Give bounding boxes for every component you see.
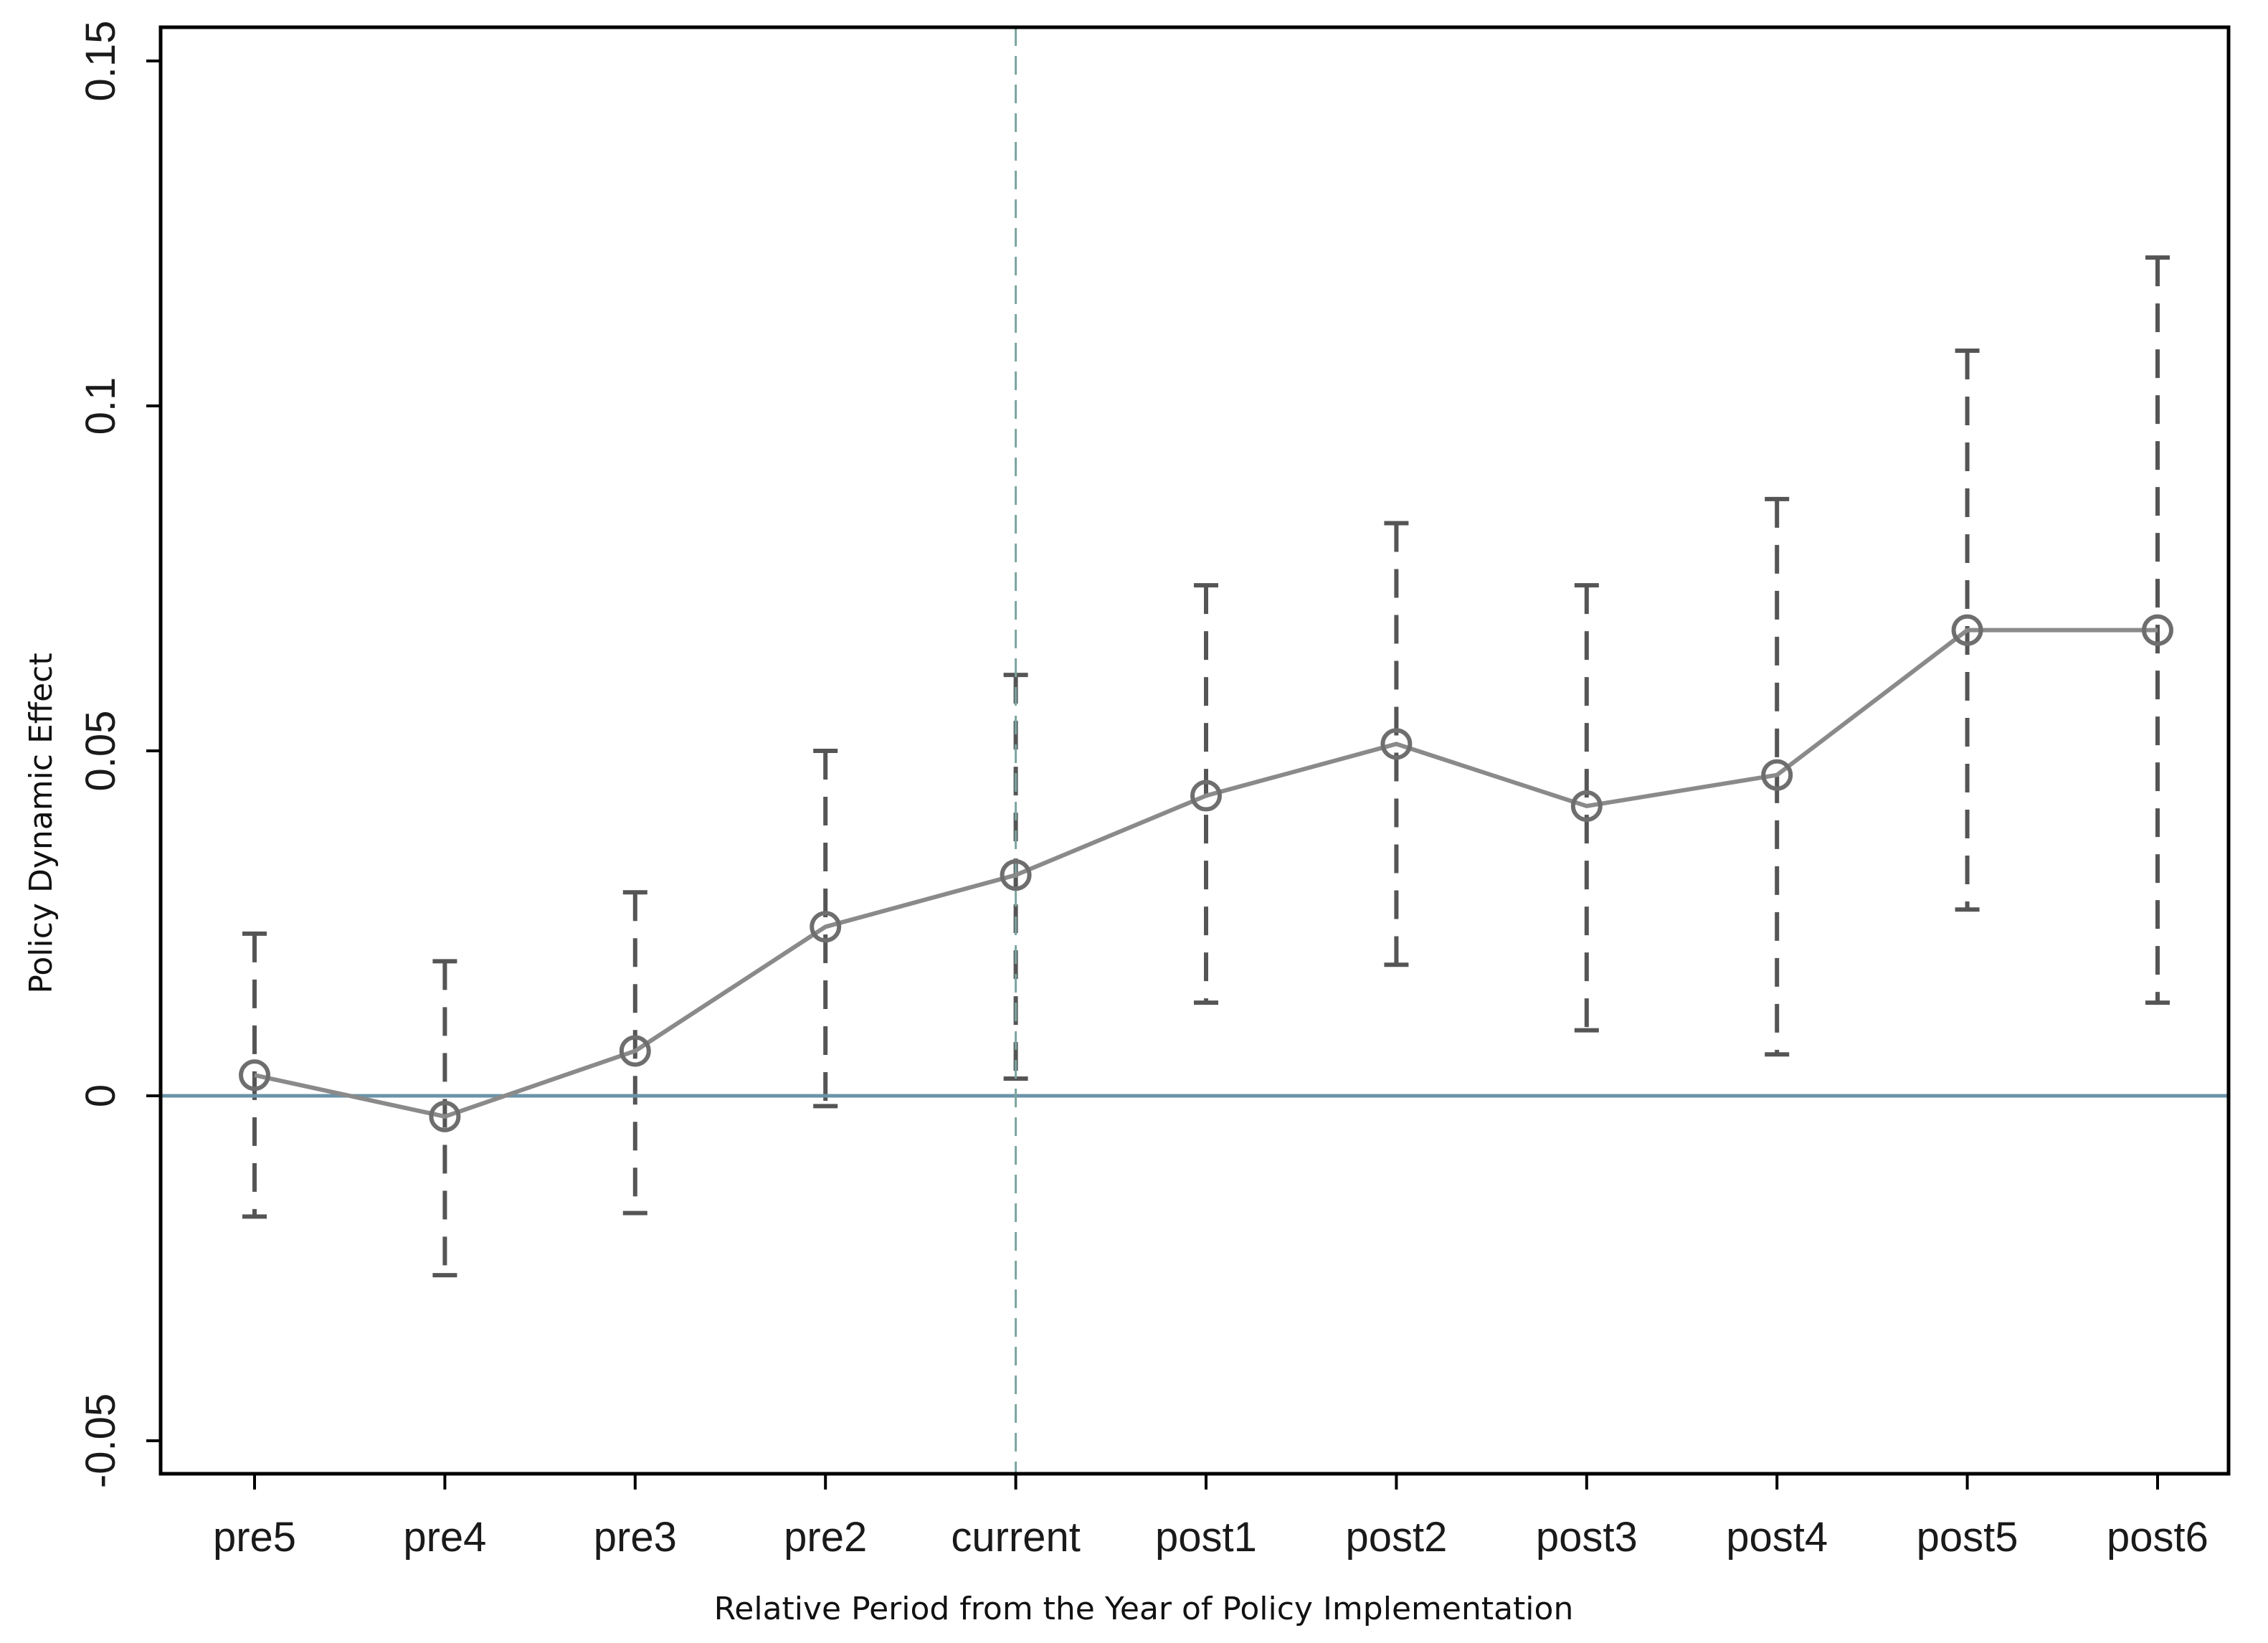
x-tick-label: pre4	[403, 1514, 486, 1561]
x-tick-label: post3	[1536, 1514, 1638, 1561]
point-post1	[1190, 780, 1222, 812]
point-pre5	[239, 1059, 270, 1092]
point-markers	[239, 614, 2173, 1132]
y-tick-label: 0.1	[77, 377, 124, 435]
reference-lines	[161, 27, 2229, 1474]
y-tick-label: 0.05	[77, 711, 124, 792]
y-axis: -0.05 0 0.05 0.1 0.15	[77, 21, 161, 1488]
x-tick-label: pre3	[594, 1514, 677, 1561]
y-tick-label: 0	[77, 1084, 124, 1107]
point-post6	[2142, 614, 2173, 646]
confidence-intervals	[242, 255, 2170, 1278]
x-tick-label: post4	[1726, 1514, 1828, 1561]
x-tick-label: post6	[2107, 1514, 2208, 1561]
point-pre3	[619, 1035, 651, 1067]
x-tick-label: pre5	[213, 1514, 296, 1561]
x-axis-title: Relative Period from the Year of Policy …	[714, 1591, 1574, 1627]
series-line-layer	[254, 628, 2158, 1119]
x-tick-label: current	[951, 1514, 1081, 1561]
point-pre4	[429, 1100, 461, 1132]
x-tick-label: post5	[1917, 1514, 2018, 1561]
plot-frame	[158, 25, 2231, 1476]
series-line	[254, 628, 2158, 1119]
y-axis-title: Policy Dynamic Effect	[23, 653, 60, 993]
point-post2	[1380, 728, 1413, 760]
point-post3	[1570, 790, 1603, 822]
point-pre2	[810, 911, 842, 943]
point-post5	[1951, 614, 1983, 646]
x-tick-label: pre2	[784, 1514, 867, 1561]
x-tick-label: post1	[1155, 1514, 1257, 1561]
x-tick-label: post2	[1345, 1514, 1447, 1561]
point-post4	[1761, 759, 1793, 791]
y-tick-label: -0.05	[77, 1393, 124, 1488]
x-axis: pre5 pre4 pre3 pre2 current post1 post2 post3 po…	[213, 1474, 2208, 1561]
point-current	[1000, 859, 1032, 891]
y-tick-label: 0.15	[77, 21, 124, 102]
